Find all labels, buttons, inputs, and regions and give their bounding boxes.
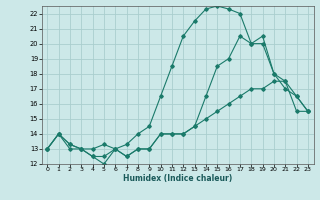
X-axis label: Humidex (Indice chaleur): Humidex (Indice chaleur) [123,174,232,183]
